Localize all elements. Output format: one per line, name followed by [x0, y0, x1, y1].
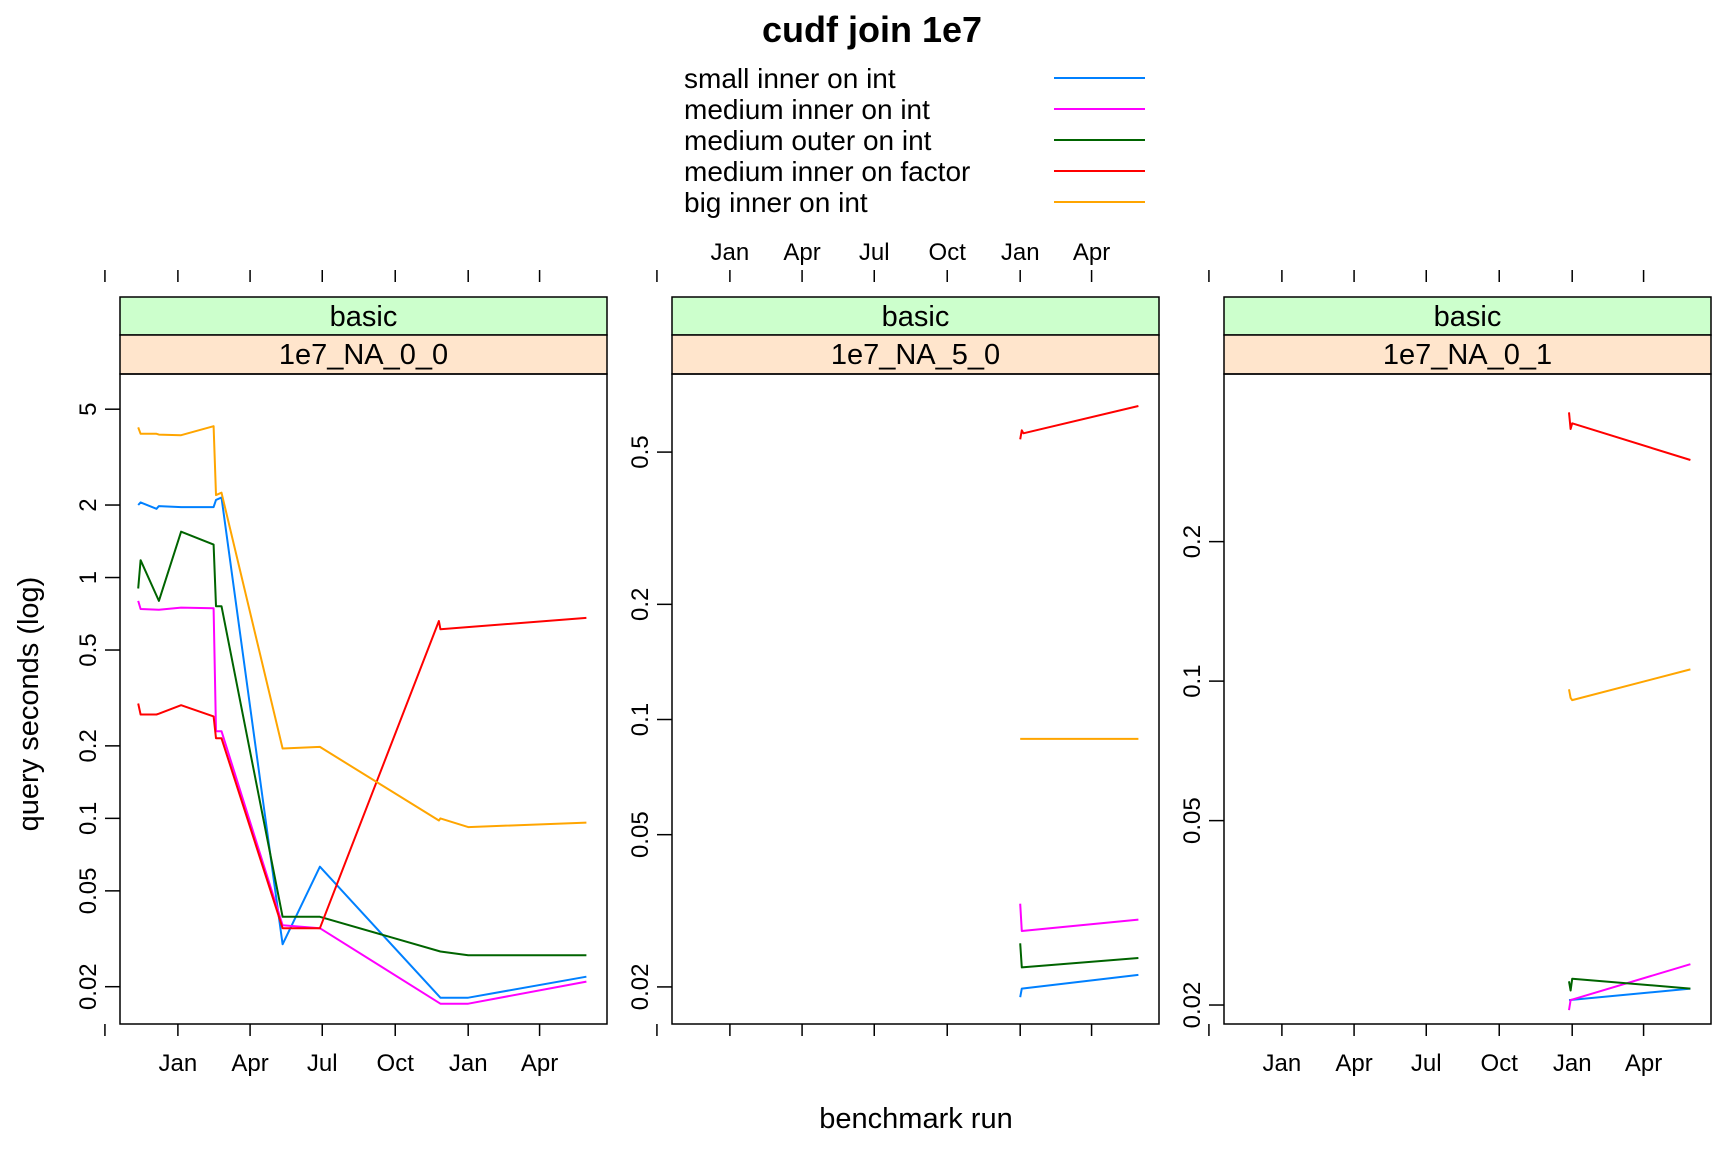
x-tick-label: Apr [783, 239, 820, 266]
series-line [1019, 903, 1139, 932]
y-tick-label: 0.05 [1179, 797, 1206, 844]
strip-top [1223, 296, 1712, 336]
series-line [1019, 943, 1139, 969]
y-tick-label: 0.2 [75, 729, 102, 762]
y-tick-label: 0.1 [1179, 664, 1206, 697]
y-tick-label: 0.05 [75, 867, 102, 914]
y-tick-label: 0.02 [627, 964, 654, 1011]
strip-bottom [119, 334, 608, 375]
strip-bottom-label: 1e7_NA_0_1 [1383, 339, 1552, 371]
y-tick-label: 0.5 [627, 435, 654, 468]
y-tick-label: 0.2 [627, 588, 654, 621]
y-axis-title: query seconds (log) [13, 577, 45, 832]
y-tick-label: 0.1 [75, 802, 102, 835]
legend-label: big inner on int [684, 187, 868, 218]
series-line [137, 600, 587, 1005]
x-tick-label: Oct [377, 1050, 415, 1077]
x-tick-label: Jan [711, 239, 750, 266]
series-line [1019, 405, 1139, 440]
legend-label: small inner on int [684, 63, 896, 94]
x-tick-label: Apr [1073, 239, 1110, 266]
strip-top-label: basic [330, 301, 398, 333]
x-tick-label: Oct [1481, 1050, 1519, 1077]
series-line [1568, 977, 1691, 992]
x-tick-label: Jan [449, 1050, 488, 1077]
legend-label: medium inner on int [684, 94, 930, 125]
x-axis-title: benchmark run [819, 1103, 1012, 1135]
strip-bottom-label: 1e7_NA_0_0 [279, 339, 448, 371]
panel-1: basic 1e7_NA_0_0 Jan Apr Jul Oct Jan Apr 0.02 0.0… [75, 270, 608, 1077]
strip-bottom-label: 1e7_NA_5_0 [831, 339, 1000, 371]
series-line [1568, 963, 1691, 1011]
y-tick-label: 2 [75, 498, 102, 511]
y-tick-label: 5 [75, 403, 102, 416]
series-line [1568, 987, 1691, 1002]
plot-frame [1223, 373, 1712, 1025]
y-tick-label: 0.05 [627, 811, 654, 858]
x-tick-label: Jan [1263, 1050, 1302, 1077]
panel-2: basic 1e7_NA_5_0 Jan Apr Jul Oct Jan Apr 0.02 0.0… [627, 239, 1160, 1036]
series-line [1019, 973, 1139, 998]
y-tick-label: 1 [75, 571, 102, 584]
y-tick-label: 0.1 [627, 703, 654, 736]
x-tick-label: Jan [159, 1050, 198, 1077]
x-tick-label: Apr [521, 1050, 558, 1077]
strip-top-label: basic [882, 301, 950, 333]
series-line [1568, 668, 1691, 702]
x-tick-label: Jan [1553, 1050, 1592, 1077]
series-line [1568, 412, 1691, 461]
panels: basic 1e7_NA_0_0 Jan Apr Jul Oct Jan Apr 0.02 0.0… [75, 239, 1712, 1077]
series-line [137, 530, 587, 957]
x-tick-label: Jul [307, 1050, 338, 1077]
panel-3: basic 1e7_NA_0_1 Jan Apr Jul Oct Jan Apr 0.02 0.0… [1179, 270, 1712, 1077]
legend-label: medium outer on int [684, 125, 932, 156]
series-line [137, 496, 587, 999]
strip-top [119, 296, 608, 336]
plot-frame [671, 373, 1160, 1025]
strip-top-label: basic [1434, 301, 1502, 333]
x-tick-label: Apr [1335, 1050, 1372, 1077]
legend-label: medium inner on factor [684, 156, 970, 187]
strip-bottom [671, 334, 1160, 375]
plot-frame [119, 373, 608, 1025]
x-tick-label: Oct [929, 239, 967, 266]
y-tick-label: 0.02 [75, 963, 102, 1010]
x-tick-label: Apr [1625, 1050, 1662, 1077]
series-line [137, 425, 587, 829]
series-line [137, 616, 587, 930]
x-tick-label: Jul [859, 239, 890, 266]
x-tick-label: Jul [1411, 1050, 1442, 1077]
y-tick-label: 0.5 [75, 633, 102, 666]
x-tick-label: Jan [1001, 239, 1040, 266]
y-tick-label: 0.02 [1179, 982, 1206, 1029]
y-tick-label: 0.2 [1179, 525, 1206, 558]
chart-title: cudf join 1e7 [762, 9, 982, 50]
x-tick-label: Apr [231, 1050, 268, 1077]
